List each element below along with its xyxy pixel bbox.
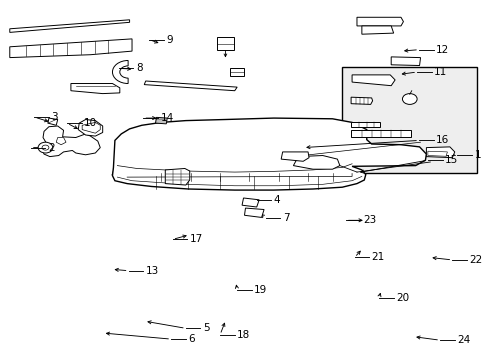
Polygon shape — [78, 120, 102, 136]
Polygon shape — [426, 147, 454, 158]
Polygon shape — [351, 75, 394, 86]
Polygon shape — [112, 118, 426, 190]
Polygon shape — [242, 198, 259, 207]
Text: 2: 2 — [48, 143, 55, 153]
Text: 11: 11 — [433, 67, 447, 77]
Polygon shape — [82, 122, 100, 133]
Text: 15: 15 — [444, 155, 457, 165]
Polygon shape — [361, 26, 393, 34]
Polygon shape — [427, 151, 447, 156]
Polygon shape — [244, 208, 264, 217]
Text: 9: 9 — [166, 35, 173, 45]
Text: 1: 1 — [473, 150, 480, 160]
Text: 5: 5 — [203, 323, 209, 333]
Text: 21: 21 — [371, 252, 384, 262]
Text: 7: 7 — [282, 213, 289, 223]
Polygon shape — [350, 130, 410, 137]
Text: 16: 16 — [435, 135, 448, 145]
Text: 17: 17 — [189, 234, 203, 244]
Polygon shape — [56, 138, 66, 145]
Polygon shape — [48, 118, 58, 125]
Text: 12: 12 — [435, 45, 448, 55]
Polygon shape — [71, 84, 120, 94]
Polygon shape — [41, 126, 100, 157]
Text: 22: 22 — [468, 255, 482, 265]
Polygon shape — [112, 149, 356, 187]
Polygon shape — [10, 20, 129, 32]
Circle shape — [38, 142, 53, 153]
Text: 18: 18 — [237, 330, 250, 340]
Polygon shape — [350, 97, 372, 104]
Text: 23: 23 — [362, 215, 375, 225]
Text: 14: 14 — [160, 113, 173, 123]
Polygon shape — [350, 122, 380, 127]
Text: 13: 13 — [145, 266, 159, 276]
Text: 24: 24 — [456, 335, 469, 345]
Polygon shape — [144, 81, 237, 91]
Circle shape — [402, 94, 416, 104]
Polygon shape — [356, 17, 403, 26]
Polygon shape — [390, 57, 420, 66]
Polygon shape — [281, 152, 308, 161]
Text: 3: 3 — [51, 112, 58, 122]
Text: 6: 6 — [188, 334, 195, 344]
Bar — [342, 67, 476, 173]
Polygon shape — [155, 117, 167, 124]
Polygon shape — [10, 39, 132, 58]
Text: 8: 8 — [136, 63, 142, 73]
Wedge shape — [112, 60, 128, 84]
Polygon shape — [229, 68, 243, 76]
Text: 20: 20 — [395, 293, 408, 303]
Polygon shape — [293, 156, 339, 169]
Text: 4: 4 — [273, 195, 280, 205]
Text: 19: 19 — [254, 285, 267, 295]
Text: 10: 10 — [84, 118, 97, 128]
Polygon shape — [165, 168, 189, 185]
Polygon shape — [217, 37, 233, 50]
Circle shape — [42, 145, 49, 150]
